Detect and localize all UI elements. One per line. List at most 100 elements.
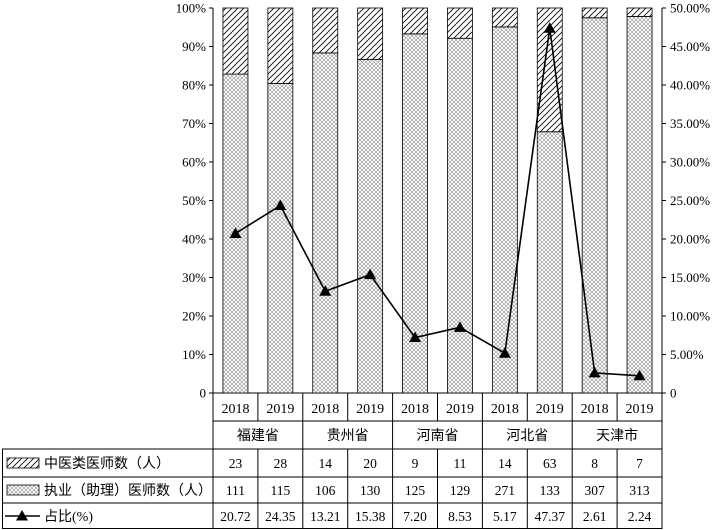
- ratio-line: [229, 22, 646, 381]
- left-tick-label: 20%: [182, 309, 206, 324]
- bar-segment-tcm: [581, 7, 608, 19]
- bar-segment-licensed: [312, 52, 339, 394]
- table-cell: 47.37: [535, 509, 566, 524]
- bar-segment-licensed: [447, 37, 473, 394]
- table-cell: 28: [274, 456, 288, 471]
- table-cell: 11: [453, 456, 466, 471]
- bar-segment-tcm: [222, 7, 249, 75]
- table-cell: 24.35: [265, 509, 296, 524]
- table-cell: 8.53: [448, 509, 472, 524]
- group-label: 贵州省: [327, 428, 369, 444]
- table-cell: 130: [360, 483, 381, 498]
- right-tick-label: 30.00%: [670, 155, 710, 170]
- right-tick-label: 45.00%: [670, 39, 710, 54]
- right-tick-label: 0: [670, 386, 677, 401]
- table-cell: 20: [363, 456, 377, 471]
- group-label: 河南省: [417, 428, 459, 444]
- right-tick-label: 50.00%: [670, 1, 710, 16]
- group-label: 天津市: [596, 427, 638, 444]
- right-tick-label: 35.00%: [670, 116, 710, 131]
- legend-swatch: [6, 457, 40, 469]
- group-label: 河北省: [506, 428, 548, 444]
- bar-segment-tcm: [357, 7, 384, 60]
- table-cell: 5.17: [493, 509, 517, 524]
- year-label: 2019: [536, 402, 564, 417]
- bar-segment-licensed: [491, 26, 518, 394]
- axes: 0 10% 20% 30% 40% 50% 60% 70% 80% 90% 100% 0 5.00% 10…: [176, 1, 711, 401]
- bar-segment-tcm: [267, 7, 294, 84]
- table-cell: 15.38: [355, 509, 386, 524]
- right-tick-label: 20.00%: [670, 232, 710, 247]
- ratio-point: [633, 369, 646, 381]
- bar-segment-licensed: [267, 82, 294, 394]
- group-label: 福建省: [237, 428, 279, 444]
- left-tick-label: 100%: [176, 1, 207, 16]
- legend-swatch: [6, 484, 40, 496]
- table-cell: 129: [450, 483, 471, 498]
- year-label: 2018: [401, 402, 429, 417]
- table-grid: [2, 392, 663, 529]
- legend-marker: [16, 510, 28, 521]
- ratio-point: [364, 268, 377, 280]
- table-cell: 115: [270, 483, 290, 498]
- left-tick-label: 80%: [182, 78, 206, 93]
- ratio-point: [274, 199, 287, 211]
- bar-segment-tcm: [447, 7, 473, 39]
- ratio-point: [319, 285, 332, 296]
- table-cell: 111: [226, 483, 245, 498]
- table-cell: 8: [591, 456, 598, 471]
- ratio-point: [498, 347, 511, 358]
- ratio-point: [409, 331, 422, 343]
- left-tick-label: 70%: [182, 116, 206, 131]
- right-tick-label: 25.00%: [670, 193, 710, 208]
- bars: [222, 7, 653, 394]
- ratio-point: [453, 321, 466, 332]
- bar-segment-tcm: [626, 7, 653, 17]
- table-cell: 2.61: [583, 509, 607, 524]
- bar-segment-tcm: [491, 7, 518, 28]
- right-tick-label: 15.00%: [670, 270, 710, 285]
- ratio-point: [588, 366, 601, 378]
- table-cell: 7.20: [403, 509, 427, 524]
- legend-label: 占比(%): [44, 509, 93, 525]
- year-label: 2019: [356, 402, 384, 417]
- year-label: 2019: [626, 402, 654, 417]
- table-cell: 125: [405, 483, 426, 498]
- table-cell: 307: [585, 483, 606, 498]
- table-cell: 14: [498, 456, 512, 471]
- right-tick-label: 40.00%: [670, 78, 710, 93]
- year-label: 2018: [491, 402, 519, 417]
- table-cell: 313: [629, 483, 650, 498]
- bar-segment-licensed: [626, 16, 653, 394]
- legend-label: 中医类医师数（人）: [44, 456, 170, 472]
- data-table: 2018 2019 2018 2019 2018 2019 2018 2019 2018 2019…: [5, 402, 654, 525]
- bar-segment-tcm: [402, 7, 428, 35]
- left-tick-label: 90%: [182, 39, 206, 54]
- table-cell: 133: [540, 483, 561, 498]
- year-label: 2019: [266, 402, 294, 417]
- ratio-line-path: [235, 28, 640, 377]
- bar-segment-licensed: [536, 131, 563, 394]
- bar-segment-licensed: [581, 17, 608, 394]
- table-cell: 106: [315, 483, 336, 498]
- ratio-point: [543, 22, 556, 33]
- table-cell: 271: [495, 483, 515, 498]
- ratio-point: [229, 227, 242, 238]
- year-label: 2018: [581, 402, 609, 417]
- bar-segment-licensed: [357, 58, 384, 394]
- left-tick-label: 40%: [182, 232, 206, 247]
- table-cell: 20.72: [220, 509, 250, 524]
- left-tick-label: 10%: [182, 347, 206, 362]
- year-label: 2018: [221, 402, 249, 417]
- table-cell: 7: [636, 456, 643, 471]
- left-tick-label: 50%: [182, 193, 206, 208]
- left-tick-label: 60%: [182, 155, 206, 170]
- year-label: 2018: [311, 402, 339, 417]
- table-cell: 63: [543, 456, 557, 471]
- table-cell: 13.21: [310, 509, 340, 524]
- table-cell: 2.24: [628, 509, 652, 524]
- right-tick-label: 10.00%: [670, 309, 710, 324]
- bar-segment-tcm: [312, 7, 339, 54]
- table-cell: 23: [229, 456, 243, 471]
